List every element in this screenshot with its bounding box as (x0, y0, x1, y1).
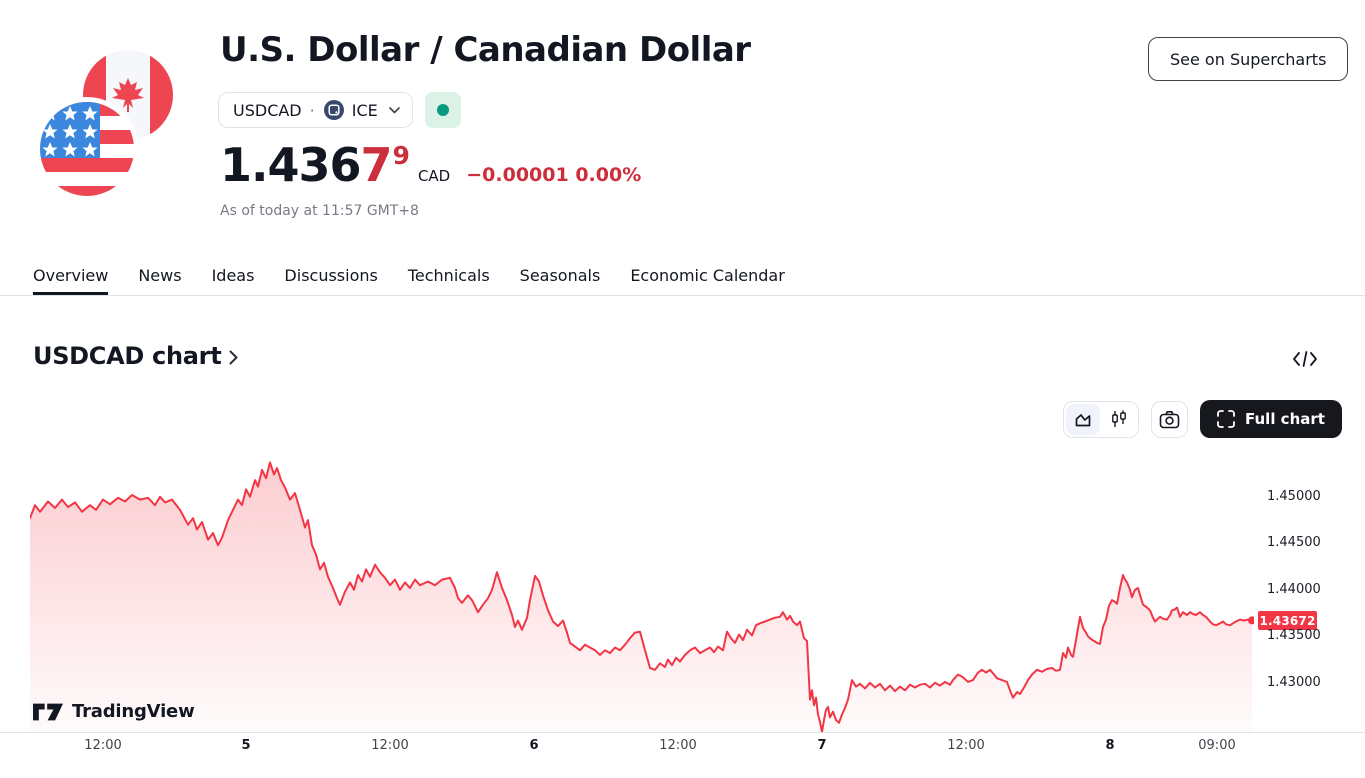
x-axis-label: 12:00 (947, 738, 985, 753)
price-value: 1.43679 (220, 138, 410, 192)
tab-discussions[interactable]: Discussions (284, 266, 378, 285)
price-line (30, 461, 1253, 732)
full-chart-button[interactable]: Full chart (1200, 400, 1342, 438)
last-price-badge: 1.43672 (1258, 611, 1317, 630)
x-axis-label: 09:00 (1198, 738, 1236, 753)
camera-icon (1159, 410, 1180, 428)
price-area-fill (30, 462, 1252, 732)
us-cad-flags-icon (35, 50, 173, 201)
chart-heading-link[interactable]: USDCAD chart (33, 342, 238, 370)
y-axis: 1.43672 1.45000 1.44500 1.44000 1.43500 1.43… (1258, 455, 1364, 732)
exchange-label: ICE (351, 100, 378, 120)
candlestick-icon (1112, 410, 1126, 427)
screenshot-button[interactable] (1151, 400, 1188, 438)
chart-time-divider (0, 732, 1365, 733)
y-axis-label: 1.44000 (1267, 582, 1321, 597)
x-axis-label: 5 (241, 738, 251, 753)
tab-bar: Overview News Ideas Discussions Technicals Se… (33, 256, 785, 295)
price-chart[interactable] (30, 455, 1254, 732)
code-icon (1293, 351, 1317, 367)
fullscreen-icon (1217, 410, 1235, 428)
x-axis-label: 12:00 (371, 738, 409, 753)
area-chart-icon (1075, 414, 1091, 427)
last-price-dot (1248, 616, 1254, 625)
full-chart-label: Full chart (1245, 410, 1325, 428)
y-axis-label: 1.43500 (1267, 628, 1321, 643)
y-axis-label: 1.45000 (1267, 489, 1321, 504)
chevron-right-icon (229, 350, 238, 365)
see-on-supercharts-button[interactable]: See on Supercharts (1148, 37, 1349, 81)
price-timestamp: As of today at 11:57 GMT+8 (220, 203, 419, 219)
chart-style-toggle (1063, 400, 1139, 438)
flag-pair-icon (33, 50, 173, 206)
x-axis-label: 12:00 (84, 738, 122, 753)
symbol-switcher-badge[interactable]: USDCAD · ICE (218, 92, 413, 128)
chart-heading-text: USDCAD chart (33, 342, 222, 370)
candlestick-chart-button[interactable] (1102, 404, 1136, 435)
tab-economic-calendar[interactable]: Economic Calendar (630, 266, 785, 285)
price-currency: CAD (417, 167, 451, 185)
x-axis-label: 12:00 (659, 738, 697, 753)
tradingview-logo-text: TradingView (72, 701, 195, 722)
symbol-row: USDCAD · ICE (218, 92, 461, 128)
chart-toolbar: Full chart (1063, 400, 1342, 438)
tab-technicals[interactable]: Technicals (407, 266, 490, 285)
tab-seasonals[interactable]: Seasonals (519, 266, 601, 285)
y-axis-label: 1.44500 (1267, 535, 1321, 550)
tab-bar-divider (0, 295, 1365, 296)
tab-news[interactable]: News (138, 266, 182, 285)
x-axis: 12:00 5 12:00 6 12:00 7 12:00 8 09:00 (0, 738, 1365, 758)
price-change: −0.00001 0.00% (466, 164, 642, 186)
x-axis-label: 7 (817, 738, 827, 753)
embed-code-button[interactable] (1288, 346, 1322, 372)
chevron-down-icon (388, 106, 400, 113)
symbol-separator: · (309, 100, 315, 120)
price-superscript: 9 (392, 141, 410, 170)
price-last-digit: 7 (360, 138, 393, 192)
tab-overview[interactable]: Overview (33, 256, 109, 295)
symbol-ticker: USDCAD (233, 100, 302, 120)
us-flag-icon (40, 102, 134, 196)
market-status-badge (424, 92, 461, 128)
price-row: 1.43679 CAD −0.00001 0.00% (220, 141, 641, 189)
ice-exchange-icon (323, 100, 344, 120)
tradingview-logo[interactable]: TradingView (33, 701, 195, 722)
market-open-dot-icon (436, 104, 449, 116)
y-axis-label: 1.43000 (1267, 675, 1321, 690)
x-axis-label: 6 (529, 738, 539, 753)
tradingview-logo-icon (33, 703, 63, 720)
page-title: U.S. Dollar / Canadian Dollar (220, 30, 751, 70)
area-chart-button[interactable] (1066, 403, 1100, 435)
x-axis-label: 8 (1105, 738, 1115, 753)
tab-ideas[interactable]: Ideas (211, 266, 255, 285)
